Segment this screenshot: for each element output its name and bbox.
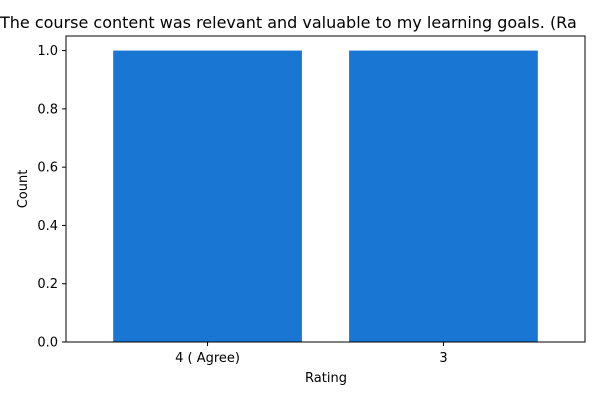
- bar-0: [113, 50, 302, 342]
- y-tick-label: 0.4: [37, 219, 58, 234]
- y-tick-label: 0.0: [37, 336, 58, 351]
- y-tick-label: 0.6: [37, 161, 58, 176]
- x-tick-label: 4 ( Agree): [175, 351, 240, 366]
- chart-title: The course content was relevant and valu…: [0, 13, 577, 32]
- y-axis-label: Count: [16, 170, 31, 209]
- plot-frame: [65, 35, 586, 343]
- y-tick-label: 0.8: [37, 102, 58, 117]
- bar-1: [349, 50, 538, 342]
- x-axis-label: Rating: [305, 371, 347, 386]
- x-tick-label: 3: [439, 351, 447, 366]
- y-axis-ticks: 0.0 0.2 0.4 0.6 0.8 1.0: [37, 44, 66, 351]
- bars-group: [113, 50, 538, 342]
- x-axis-ticks: 4 ( Agree) 3: [175, 342, 448, 366]
- y-tick-label: 0.2: [37, 277, 58, 292]
- y-tick-label: 1.0: [37, 44, 58, 59]
